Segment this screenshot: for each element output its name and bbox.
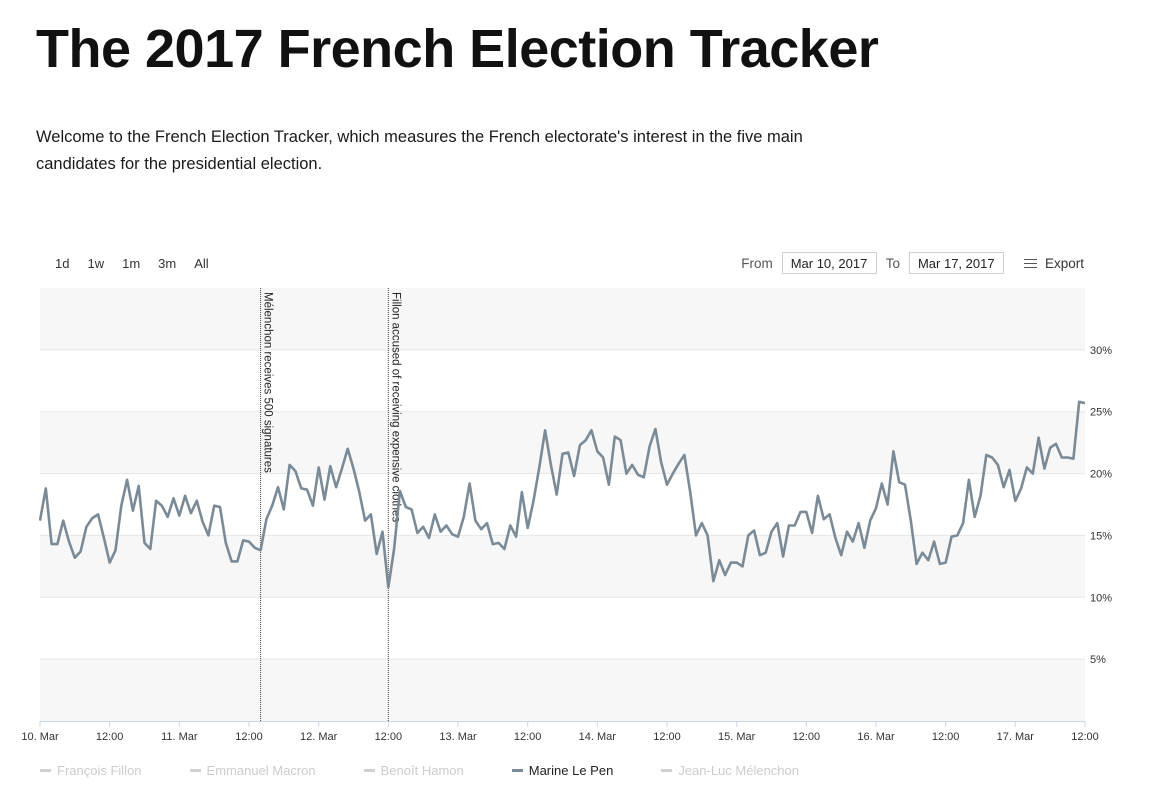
plot-band (40, 288, 1085, 350)
annotation-label: Mélenchon receives 500 signatures (262, 292, 274, 473)
x-tick-label: 17. Mar (997, 731, 1035, 743)
y-tick-label: 20% (1090, 469, 1112, 481)
y-tick-label: 5% (1090, 654, 1106, 666)
page-title: The 2017 French Election Tracker (36, 19, 879, 79)
range-1d-button[interactable]: 1d (55, 256, 70, 271)
x-tick-label: 10. Mar (21, 731, 59, 743)
legend-item[interactable]: François Fillon (40, 763, 142, 778)
x-tick-label: 14. Mar (579, 731, 617, 743)
chart-legend: François Fillon Emmanuel Macron Benoît Ham… (40, 763, 847, 778)
x-tick-label: 12:00 (653, 731, 681, 743)
x-tick-label: 12:00 (235, 731, 263, 743)
plot-band (40, 659, 1085, 721)
range-all-button[interactable]: All (194, 256, 209, 271)
legend-item[interactable]: Marine Le Pen (511, 763, 614, 778)
legend-label: Marine Le Pen (528, 763, 614, 778)
menu-icon (1023, 256, 1037, 271)
legend-item[interactable]: Emmanuel Macron (189, 763, 316, 778)
from-date-input[interactable] (781, 252, 877, 274)
to-label: To (885, 255, 900, 271)
x-tick-label: 11. Mar (161, 731, 198, 743)
range-selector: 1d 1w 1m 3m All (46, 252, 218, 275)
export-button[interactable]: Export (1023, 255, 1084, 271)
legend-label: François Fillon (57, 763, 142, 778)
export-label: Export (1044, 255, 1084, 271)
from-label: From (741, 255, 773, 271)
plot-band (40, 411, 1085, 474)
legend-label: Benoît Hamon (380, 763, 464, 778)
annotation-label: Fillon accused of receiving expensive cl… (389, 292, 401, 522)
x-tick-label: 15. Mar (718, 731, 756, 743)
x-tick-label: 12:00 (375, 731, 403, 743)
legend-swatch (661, 769, 673, 772)
x-tick-label: 12:00 (96, 731, 124, 743)
x-tick-label: 12:00 (932, 731, 960, 743)
x-tick-label: 12. Mar (300, 731, 338, 743)
y-tick-label: 15% (1090, 530, 1112, 542)
legend-label: Emmanuel Macron (206, 763, 316, 778)
legend-swatch (40, 769, 51, 772)
legend-label: Jean-Luc Mélenchon (678, 763, 800, 778)
y-tick-label: 10% (1090, 592, 1112, 604)
y-tick-label: 30% (1090, 345, 1112, 357)
plot-band (40, 535, 1085, 598)
line-chart: 5% 10% 15% 20% 25% 30% 10. Mar 12:00 11. Mar 12:… (21, 288, 1112, 743)
legend-item[interactable]: Benoît Hamon (363, 763, 464, 778)
date-range-controls: From To Export (732, 252, 1084, 274)
range-1m-button[interactable]: 1m (122, 256, 141, 271)
x-tick-label: 12:00 (514, 731, 542, 743)
legend-swatch (189, 769, 201, 772)
plot-band (40, 597, 1085, 660)
legend-swatch (511, 769, 523, 772)
y-tick-label: 25% (1090, 407, 1112, 419)
range-3m-button[interactable]: 3m (158, 256, 177, 271)
x-tick-label: 16. Mar (857, 731, 895, 743)
range-1w-button[interactable]: 1w (87, 256, 105, 271)
x-tick-label: 12:00 (793, 731, 821, 743)
intro-text: Welcome to the French Election Tracker, … (36, 128, 803, 173)
plot-band (40, 349, 1085, 412)
legend-swatch (363, 769, 375, 772)
x-tick-label: 13. Mar (439, 731, 477, 743)
to-date-input[interactable] (908, 252, 1004, 274)
x-tick-label: 12:00 (1071, 731, 1099, 743)
legend-item[interactable]: Jean-Luc Mélenchon (661, 763, 799, 778)
series-line-marine-le-pen[interactable] (38, 400, 1086, 589)
